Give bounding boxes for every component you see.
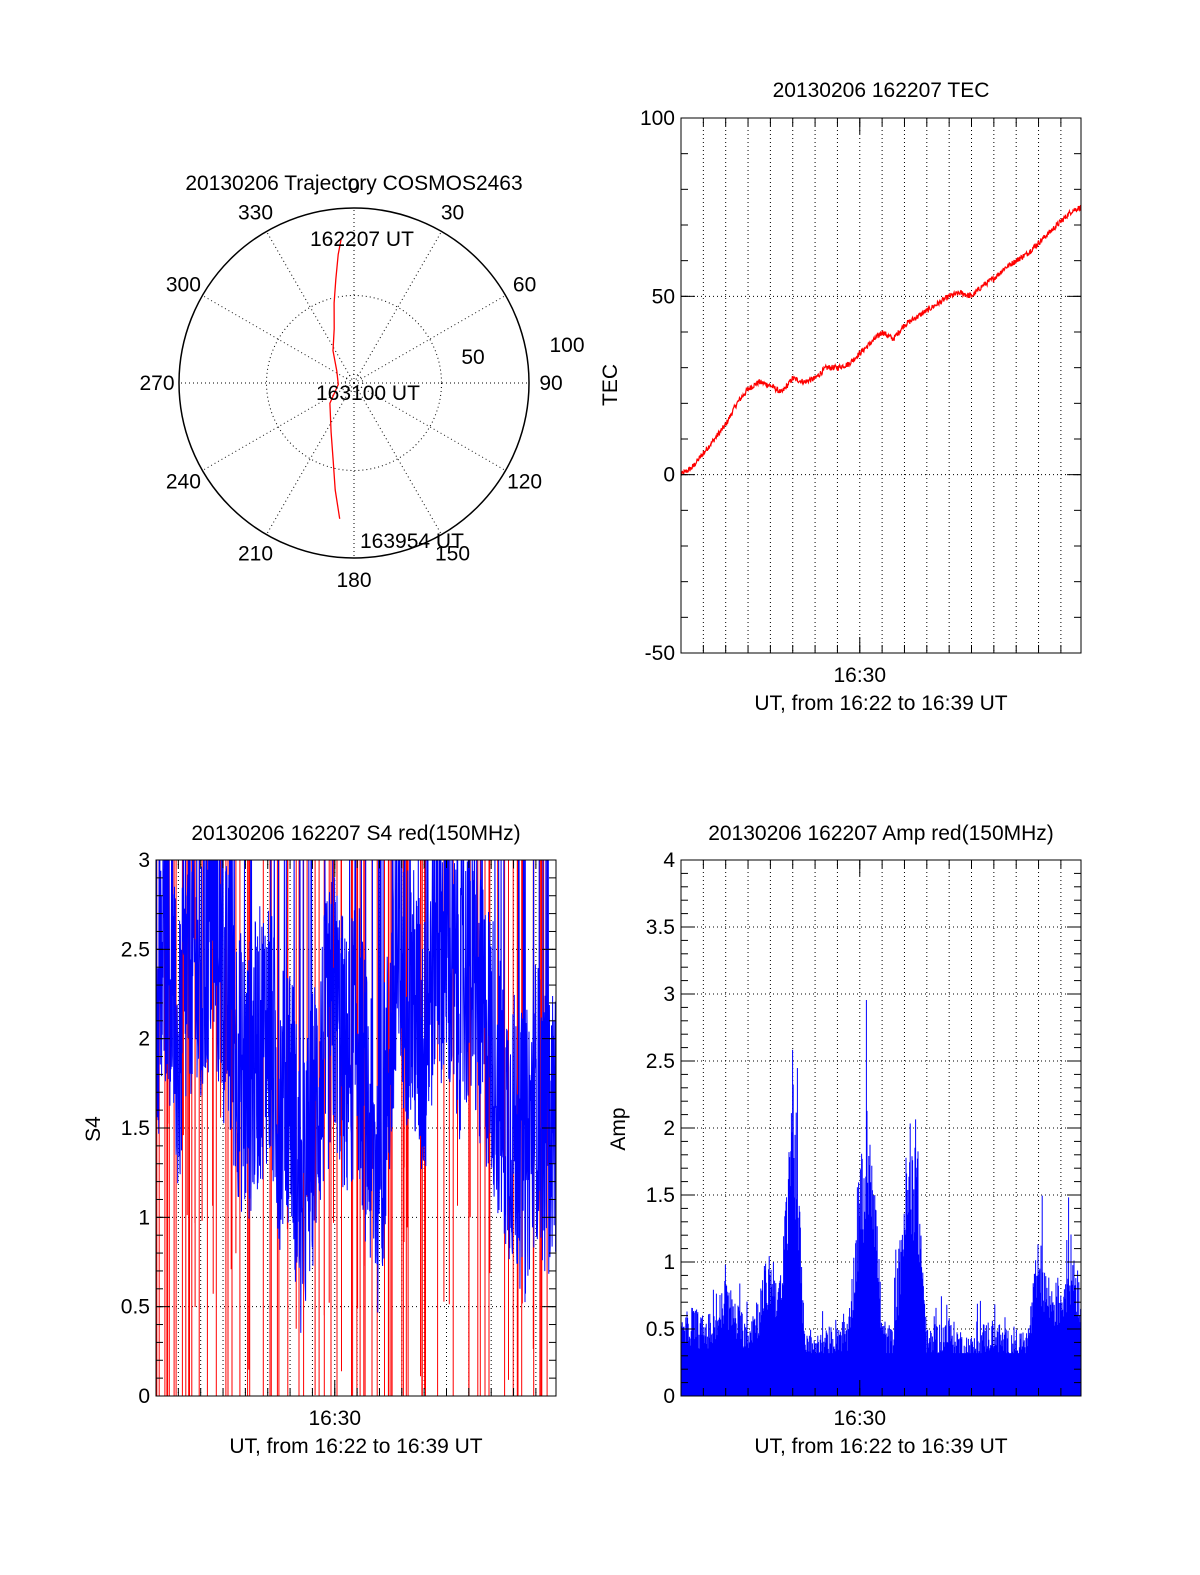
annotation-end: 163954 UT <box>360 530 464 553</box>
annotation-start: 162207 UT <box>310 228 414 251</box>
x-tick-label: 16:30 <box>833 1407 886 1430</box>
amp-line <box>680 1000 1082 1396</box>
azimuth-label: 60 <box>513 274 536 297</box>
y-tick-label: 2.5 <box>646 1050 675 1073</box>
azimuth-label: 300 <box>166 274 201 297</box>
trajectory-panel: 20130206 Trajectory COSMOS2463 0 30 60 90 12… <box>139 172 584 592</box>
y-tick-label: 3 <box>663 983 675 1006</box>
tec-grid <box>681 118 1081 653</box>
y-tick-label: 4 <box>663 849 675 872</box>
tec-series <box>680 204 1082 476</box>
azimuth-label: 0 <box>348 175 360 198</box>
amp-grid <box>681 860 1081 1396</box>
polar-ring-50 <box>266 295 442 471</box>
y-tick-label: 2.5 <box>121 938 150 961</box>
y-tick-label: -50 <box>645 642 675 665</box>
y-tick-label: 50 <box>652 285 675 308</box>
y-tick-label: 3 <box>138 849 150 872</box>
tec-xlabel: UT, from 16:22 to 16:39 UT <box>754 692 1007 715</box>
polar-grid <box>178 207 530 559</box>
amp-xlabel: UT, from 16:22 to 16:39 UT <box>754 1435 1007 1458</box>
polar-spoke <box>266 382 355 535</box>
trajectory-line <box>329 238 342 519</box>
y-tick-label: 0 <box>663 464 675 487</box>
trajectory-title: 20130206 Trajectory COSMOS2463 <box>185 172 522 195</box>
y-tick-label: 1 <box>138 1206 150 1229</box>
amp-series <box>680 1000 1082 1396</box>
trajectory-series <box>329 238 342 519</box>
y-tick-label: 0.5 <box>646 1318 675 1341</box>
amp-base-fill <box>681 1353 1081 1396</box>
radial-label: 50 <box>461 346 484 369</box>
amp-ylabel: Amp <box>607 1107 630 1150</box>
polar-labels: 0 30 60 90 120 150 180 210 240 270 300 330 50 100 <box>139 175 584 592</box>
y-tick-label: 0.5 <box>121 1296 150 1319</box>
y-tick-label: 3.5 <box>646 916 675 939</box>
s4-blue-line <box>156 860 556 1333</box>
tec-panel: 20130206 162207 TEC 16:30 100 50 0 -50 TEC U… <box>599 79 1082 715</box>
polar-spoke <box>266 231 355 384</box>
s4-title: 20130206 162207 S4 red(150MHz) <box>191 822 520 845</box>
y-tick-label: 1.5 <box>646 1184 675 1207</box>
x-tick-label: 16:30 <box>833 664 886 687</box>
tec-title: 20130206 162207 TEC <box>773 79 990 102</box>
annotation-mid: 163100 UT <box>316 382 420 405</box>
tec-line <box>680 204 1082 476</box>
azimuth-label: 210 <box>238 543 273 566</box>
azimuth-label: 240 <box>166 471 201 494</box>
x-tick-label: 16:30 <box>308 1407 361 1430</box>
amp-title: 20130206 162207 Amp red(150MHz) <box>708 822 1054 845</box>
s4-ticks: 16:30 3 2.5 2 1.5 1 0.5 0 <box>121 849 556 1430</box>
s4-xlabel: UT, from 16:22 to 16:39 UT <box>229 1435 482 1458</box>
azimuth-label: 90 <box>539 372 562 395</box>
azimuth-label: 270 <box>139 372 174 395</box>
azimuth-label: 150 <box>435 543 470 566</box>
amp-ticks: 16:30 4 3.5 3 2.5 2 1.5 1 0.5 0 <box>646 849 1081 1430</box>
polar-spoke <box>353 231 442 384</box>
y-tick-label: 0 <box>663 1385 675 1408</box>
azimuth-label: 180 <box>336 569 371 592</box>
s4-ylabel: S4 <box>82 1116 105 1142</box>
y-tick-label: 0 <box>138 1385 150 1408</box>
amp-panel: 20130206 162207 Amp red(150MHz) 16:30 4 3.… <box>607 822 1082 1458</box>
y-tick-label: 2 <box>138 1028 150 1051</box>
tec-plot-frame <box>680 117 1082 654</box>
azimuth-label: 30 <box>441 201 464 224</box>
y-tick-label: 1.5 <box>121 1117 150 1140</box>
y-tick-label: 2 <box>663 1117 675 1140</box>
s4-series <box>156 860 556 1396</box>
polar-spoke <box>353 382 442 535</box>
azimuth-label: 120 <box>507 471 542 494</box>
trajectory-annotations: 162207 UT 163100 UT 163954 UT <box>310 228 464 553</box>
tec-ylabel: TEC <box>599 364 622 406</box>
azimuth-label: 330 <box>238 201 273 224</box>
polar-spoke <box>353 295 506 384</box>
s4-panel: 20130206 162207 S4 red(150MHz) 16:30 3 2.5… <box>82 822 557 1458</box>
tec-ticks: 16:30 100 50 0 -50 <box>640 107 1081 687</box>
y-tick-label: 1 <box>663 1251 675 1274</box>
polar-outer-circle <box>178 207 530 559</box>
y-tick-label: 100 <box>640 107 675 130</box>
radial-label: 100 <box>549 334 584 357</box>
